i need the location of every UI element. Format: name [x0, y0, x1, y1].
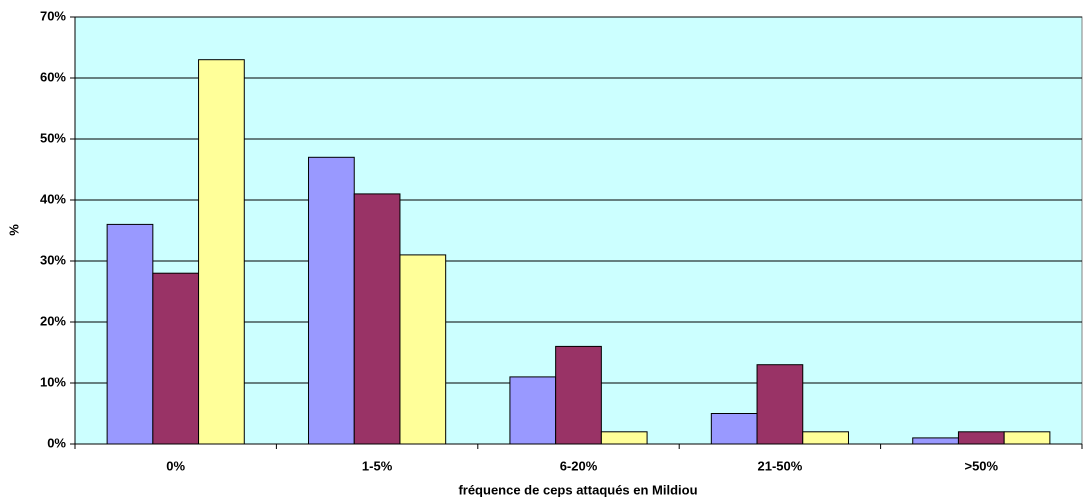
y-tick-label: 40%: [40, 191, 66, 206]
x-tick-label: 1-5%: [362, 458, 393, 473]
bar: [912, 437, 959, 445]
x-tick-label: 0%: [166, 458, 185, 473]
x-axis-title: fréquence de ceps attaqués en Mildiou: [458, 482, 697, 497]
bar: [802, 431, 849, 445]
x-tick-label: 21-50%: [757, 458, 802, 473]
chart-layer: 0% 10% 20% 30% 40% 50% 60% 70% 0% 1-5% 6-20% 21-50%…: [40, 8, 1083, 473]
bar: [106, 223, 154, 445]
bar: [1003, 431, 1051, 445]
bar: [509, 376, 557, 445]
bar: [957, 431, 1005, 445]
x-tick-label: 6-20%: [560, 458, 598, 473]
y-tick-label: 10%: [40, 374, 66, 389]
bar: [152, 272, 200, 445]
y-tick-label: 20%: [40, 313, 66, 328]
bar: [353, 193, 401, 445]
bar: [399, 254, 447, 445]
bar: [756, 364, 804, 445]
y-axis-title: %: [6, 224, 21, 236]
bar: [198, 59, 245, 445]
bar: [308, 156, 355, 445]
y-tick-label: 30%: [40, 252, 66, 267]
bar: [710, 413, 758, 445]
y-tick-label: 50%: [40, 130, 66, 145]
y-tick-label: 0%: [47, 435, 66, 450]
bar: [600, 431, 648, 445]
y-tick-label: 70%: [40, 8, 66, 23]
y-tick-label: 60%: [40, 69, 66, 84]
bar: [555, 345, 602, 445]
x-tick-label: >50%: [964, 458, 998, 473]
